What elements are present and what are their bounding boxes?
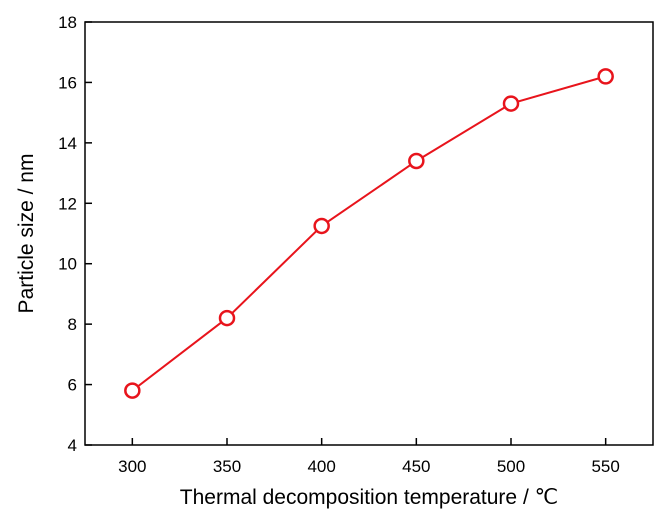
x-tick-label: 350 <box>213 457 241 476</box>
data-point <box>125 384 139 398</box>
y-axis-ticks: 4 6 8 10 12 14 16 18 <box>58 13 92 455</box>
series-line <box>132 76 605 390</box>
x-tick-label: 450 <box>402 457 430 476</box>
x-axis-title: Thermal decomposition temperature / ℃ <box>180 486 558 509</box>
y-tick-label: 14 <box>58 134 77 153</box>
data-point <box>504 97 518 111</box>
data-point <box>599 69 613 83</box>
data-point <box>409 154 423 168</box>
y-tick-label: 6 <box>68 376 77 395</box>
series-layer <box>125 69 612 397</box>
x-tick-label: 500 <box>497 457 525 476</box>
y-tick-label: 10 <box>58 255 77 274</box>
y-tick-label: 8 <box>68 315 77 334</box>
y-tick-label: 12 <box>58 194 77 213</box>
x-tick-label: 400 <box>307 457 335 476</box>
x-tick-label: 550 <box>591 457 619 476</box>
y-tick-label: 4 <box>68 436 77 455</box>
data-point <box>220 311 234 325</box>
data-point <box>315 219 329 233</box>
y-tick-label: 16 <box>58 73 77 92</box>
y-tick-label: 18 <box>58 13 77 32</box>
plot-frame <box>85 22 653 445</box>
x-tick-label: 300 <box>118 457 146 476</box>
y-axis-title: Particle size / nm <box>15 154 38 314</box>
x-axis-ticks: 300 350 400 450 500 550 <box>118 438 620 476</box>
